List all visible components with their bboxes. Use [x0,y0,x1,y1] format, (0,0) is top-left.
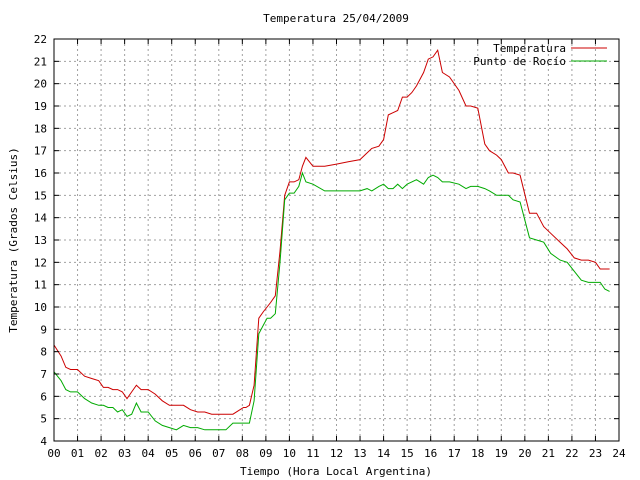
y-tick-label: 11 [34,279,47,292]
y-axis-label: Temperatura (Grados Celsius) [7,147,20,332]
y-tick-label: 5 [40,413,47,426]
x-tick-label: 09 [259,447,272,460]
grid [54,39,619,441]
legend-label-temperatura: Temperatura [493,42,566,55]
y-tick-label: 10 [34,301,47,314]
x-tick-label: 13 [353,447,366,460]
y-tick-label: 14 [34,212,48,225]
x-tick-label: 11 [306,447,319,460]
x-tick-label: 19 [495,447,508,460]
x-tick-label: 12 [330,447,343,460]
series-lines [53,48,610,431]
x-tick-label: 07 [212,447,225,460]
x-tick-label: 01 [71,447,84,460]
y-tick-label: 20 [34,78,47,91]
y-tick-label: 13 [34,234,47,247]
x-tick-label: 10 [283,447,296,460]
x-tick-label: 17 [448,447,461,460]
y-tick-label: 4 [40,435,47,448]
y-tick-label: 7 [40,368,47,381]
x-tick-label: 18 [471,447,484,460]
x-tick-label: 24 [612,447,626,460]
x-tick-label: 03 [118,447,131,460]
y-tick-label: 18 [34,122,47,135]
y-tick-label: 17 [34,145,47,158]
y-tick-label: 16 [34,167,47,180]
x-tick-label: 22 [565,447,578,460]
x-tick-label: 14 [377,447,391,460]
x-tick-labels: 00 01 02 03 04 05 06 07 08 09 10 11 12 13 14 15 16 17 18 19… [47,447,626,460]
y-tick-labels: 4 5 6 7 8 9 10 11 12 13 14 15 16 17 18 19 20 21 22 [34,33,48,448]
series-line-punto-de-rocio [53,171,610,431]
x-tick-label: 21 [542,447,555,460]
y-tick-label: 8 [40,346,47,359]
x-tick-label: 23 [589,447,602,460]
y-tick-label: 15 [34,189,47,202]
x-tick-label: 15 [401,447,414,460]
y-tick-label: 12 [34,256,47,269]
legend: Temperatura Punto de Rocío [473,42,607,68]
x-tick-label: 05 [165,447,178,460]
y-tick-label: 9 [40,323,47,336]
chart-title: Temperatura 25/04/2009 [263,12,409,25]
axis-ticks [53,38,620,442]
x-tick-label: 08 [236,447,249,460]
y-tick-label: 22 [34,33,47,46]
series-line-temperatura [53,48,610,415]
x-tick-label: 02 [94,447,107,460]
legend-label-punto-de-rocio: Punto de Rocío [473,55,566,68]
x-tick-label: 04 [142,447,156,460]
x-tick-label: 00 [47,447,60,460]
x-tick-label: 16 [424,447,437,460]
y-tick-label: 21 [34,55,47,68]
x-tick-label: 20 [518,447,531,460]
x-tick-label: 06 [189,447,202,460]
y-tick-label: 19 [34,100,47,113]
x-axis-label: Tiempo (Hora Local Argentina) [240,465,432,478]
y-tick-label: 6 [40,390,47,403]
